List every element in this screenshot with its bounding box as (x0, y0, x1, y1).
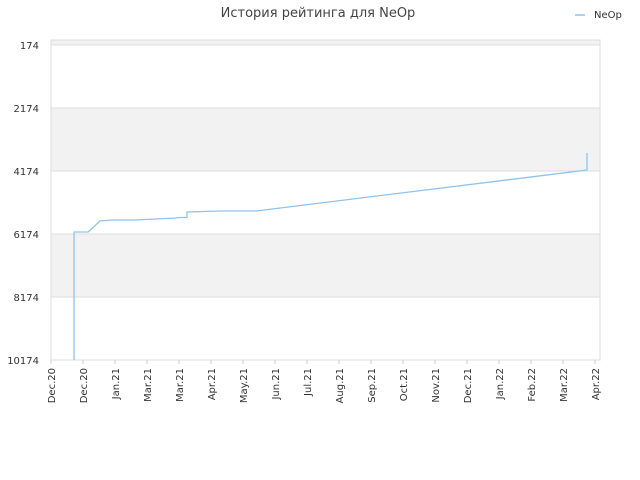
x-tick-label: Mar.21 (175, 368, 186, 402)
line (73, 153, 588, 360)
x-tick-label: Sep.21 (367, 368, 378, 403)
x-tick-label: Apr.22 (591, 368, 602, 400)
plot-border (50, 39, 601, 361)
x-tick-label: Dec.20 (47, 368, 58, 403)
x-tick-label: Apr.21 (207, 368, 218, 400)
x-tick-label: Jul.21 (303, 368, 314, 397)
x-tick-label: Dec.20 (79, 368, 90, 403)
x-tick-label: Mar.22 (559, 368, 570, 402)
y-tick-label: 2174 (14, 104, 39, 115)
x-tick-label: Oct.21 (399, 368, 410, 401)
band (51, 234, 600, 298)
x-tick-label: Dec.21 (463, 368, 474, 403)
band (51, 40, 600, 46)
y-tick-label: 8174 (14, 293, 39, 304)
y-tick-label: 10174 (7, 356, 39, 367)
x-tick-label: Nov.21 (431, 368, 442, 403)
x-tick-label: Aug.21 (335, 368, 346, 403)
y-tick-label: 6174 (14, 230, 39, 241)
x-tick-label: Jan.22 (495, 368, 506, 400)
x-tick-label: Mar.21 (143, 368, 154, 402)
chart-title: История рейтинга для NeOp (221, 6, 416, 21)
legend-label: NeOp (594, 10, 622, 21)
x-tick-label: Jan.21 (111, 368, 122, 400)
band (51, 108, 600, 172)
y-tick-label: 174 (20, 41, 39, 52)
x-tick-label: Jun.21 (271, 368, 282, 401)
y-tick-label: 4174 (14, 167, 39, 178)
x-tick-label: Feb.22 (527, 368, 538, 402)
x-tick-label: May.21 (239, 368, 250, 403)
